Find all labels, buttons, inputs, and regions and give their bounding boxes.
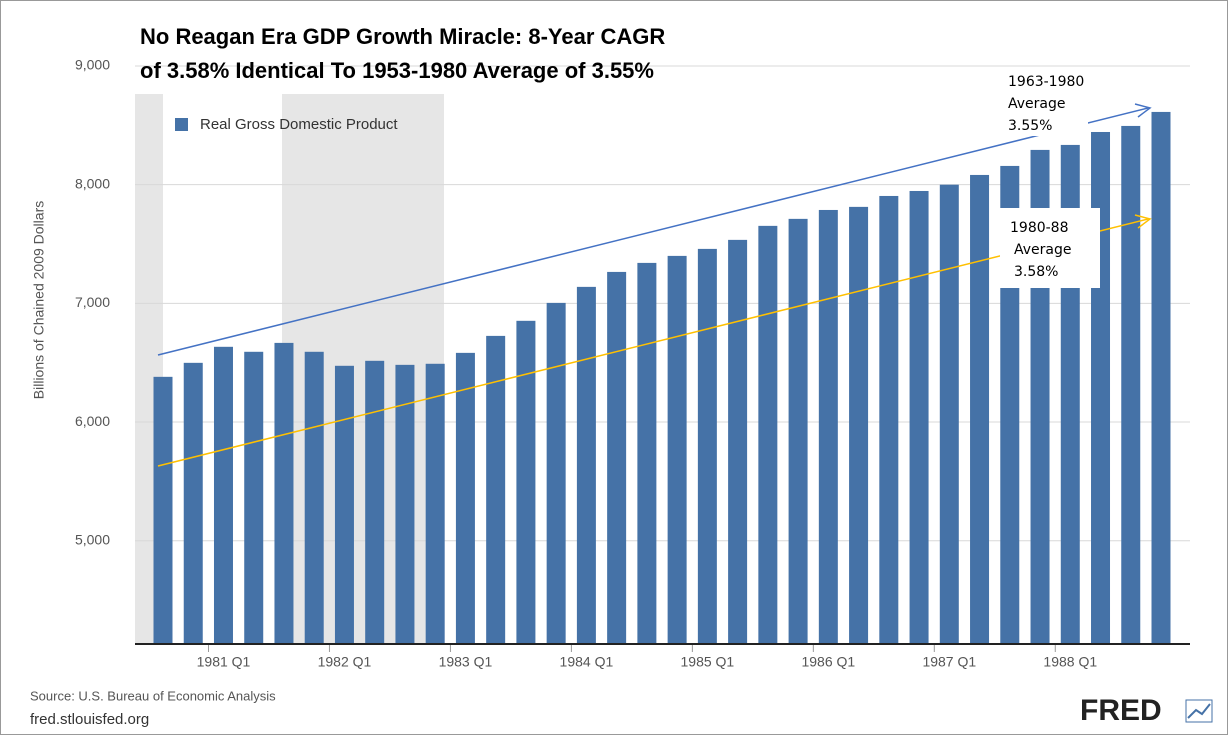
annotation: Average	[1014, 242, 1072, 258]
x-tick-label: 1986 Q1	[801, 654, 855, 670]
bar	[667, 255, 687, 644]
bar	[1121, 125, 1141, 645]
bar	[274, 342, 294, 644]
bar	[213, 346, 233, 644]
arrow-head	[1134, 103, 1152, 118]
bar	[304, 351, 324, 644]
bar	[244, 351, 264, 644]
source: Source: U.S. Bureau of Economic Analysis	[30, 688, 276, 703]
bar	[516, 320, 536, 644]
bar	[879, 195, 899, 644]
bar	[758, 225, 778, 644]
annotation-box	[1000, 208, 1100, 288]
y-tick-label: 9,000	[75, 57, 110, 73]
chart-title: No Reagan Era GDP Growth Miracle: 8-Year…	[140, 24, 665, 49]
bar	[425, 363, 445, 644]
site: fred.stlouisfed.org	[30, 711, 149, 728]
legend-swatch	[175, 118, 188, 131]
legend-label: Real Gross Domestic Product	[200, 116, 398, 133]
bar	[939, 184, 959, 644]
y-tick-label: 6,000	[75, 413, 110, 429]
annotation: 1963-1980	[1008, 74, 1084, 90]
bar	[334, 365, 354, 644]
bar	[788, 218, 808, 644]
bar	[728, 239, 748, 644]
bar	[607, 271, 627, 644]
arrow	[1134, 214, 1152, 229]
bar	[637, 262, 657, 644]
logo: FRED	[1080, 694, 1162, 727]
arrow	[157, 218, 1149, 467]
bar	[546, 302, 566, 644]
x-tick-label: 1987 Q1	[922, 654, 976, 670]
x-tick-label: 1982 Q1	[318, 654, 372, 670]
y-tick-label: 8,000	[75, 175, 110, 191]
bar	[365, 360, 385, 644]
x-tick-label: 1984 Q1	[560, 654, 614, 670]
bar	[576, 286, 596, 644]
bar	[455, 352, 475, 644]
annotation: 1980-88	[1010, 220, 1069, 236]
bar	[183, 362, 203, 644]
annotation: 3.55%	[1008, 118, 1052, 134]
y-tick-label: 5,000	[75, 531, 110, 547]
y-tick-label: 7,000	[75, 294, 110, 310]
x-tick-label: 1983 Q1	[439, 654, 493, 670]
bar	[395, 364, 415, 644]
chart-title: of 3.58% Identical To 1953-1980 Average …	[140, 58, 654, 83]
bar	[486, 335, 506, 644]
bar	[849, 206, 869, 645]
x-tick-label: 1988 Q1	[1043, 654, 1097, 670]
bar	[818, 209, 838, 644]
bar	[1151, 111, 1171, 645]
bar	[697, 248, 717, 644]
bar	[909, 190, 929, 644]
x-tick-label: 1981 Q1	[197, 654, 251, 670]
x-tick-label: 1985 Q1	[681, 654, 735, 670]
bar	[153, 376, 173, 644]
arrow	[157, 107, 1149, 356]
y-axis-label: Billions of Chained 2009 Dollars	[31, 201, 47, 399]
logo-icon	[1187, 703, 1211, 719]
annotation: 3.58%	[1014, 264, 1058, 280]
annotation-box	[1000, 70, 1088, 136]
annotation: Average	[1008, 96, 1066, 112]
bar	[970, 174, 990, 644]
